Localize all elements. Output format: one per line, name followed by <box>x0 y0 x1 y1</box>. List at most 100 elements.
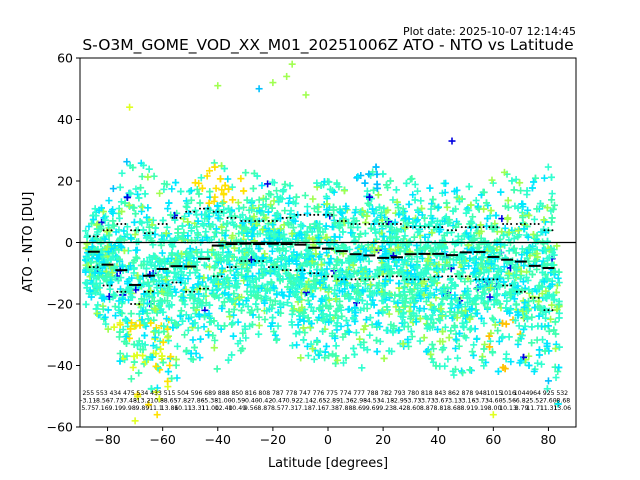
scatter-point <box>281 207 289 215</box>
scatter-point <box>507 358 515 366</box>
scatter-point <box>409 191 417 199</box>
scatter-point <box>255 321 263 329</box>
scatter-point <box>286 194 294 202</box>
scatter-point <box>205 310 213 318</box>
scatter-point <box>240 203 248 211</box>
scatter-point <box>325 352 333 360</box>
scatter-point <box>217 325 225 333</box>
scatter-point <box>333 180 341 188</box>
scatter-point <box>285 199 293 207</box>
scatter-point <box>234 199 242 207</box>
scatter-point <box>129 363 137 371</box>
scatter-point <box>307 340 315 348</box>
scatter-point <box>323 249 331 257</box>
scatter-point <box>554 274 562 282</box>
chart-title: S-O3M_GOME_VOD_XX_M01_20251006Z ATO - NT… <box>82 36 573 55</box>
scatter-point <box>115 297 123 305</box>
scatter-point <box>138 207 146 215</box>
scatter-point <box>491 321 499 329</box>
scatter-point <box>94 301 102 309</box>
scatter-point <box>242 334 250 342</box>
scatter-point <box>301 191 309 199</box>
scatter-point <box>517 187 525 195</box>
scatter-point <box>323 265 331 273</box>
scatter-point <box>472 196 480 204</box>
scatter-point <box>551 201 559 209</box>
scatter-point <box>111 303 119 311</box>
scatter-point <box>469 213 477 221</box>
scatter-point <box>408 333 416 341</box>
scatter-point <box>133 246 141 254</box>
scatter-point <box>461 278 469 286</box>
scatter-point <box>525 352 533 360</box>
scatter-point <box>343 206 351 214</box>
scatter-point <box>547 315 555 323</box>
scatter-point <box>334 256 342 264</box>
scatter-point <box>143 299 151 307</box>
scatter-point <box>156 189 164 197</box>
scatter-point <box>117 198 125 206</box>
scatter-point <box>454 354 462 362</box>
scatter-point <box>544 163 552 171</box>
scatter-point <box>163 223 171 231</box>
scatter-point <box>132 286 140 294</box>
scatter-point <box>271 331 279 339</box>
scatter-point <box>391 218 399 226</box>
scatter-point <box>168 185 176 193</box>
scatter-point <box>228 183 236 191</box>
scatter-point <box>111 312 119 320</box>
scatter-points <box>82 60 563 425</box>
scatter-point <box>163 315 171 323</box>
scatter-point <box>366 331 374 339</box>
scatter-point <box>486 293 494 301</box>
scatter-point <box>258 181 266 189</box>
scatter-point <box>480 362 488 370</box>
scatter-point <box>224 175 232 183</box>
scatter-point <box>309 195 317 203</box>
scatter-point <box>330 240 338 248</box>
scatter-point <box>200 323 208 331</box>
scatter-point <box>515 322 523 330</box>
scatter-point <box>460 265 468 273</box>
scatter-point <box>116 350 124 358</box>
scatter-point <box>268 247 276 255</box>
scatter-point <box>538 360 546 368</box>
scatter-point <box>181 300 189 308</box>
scatter-point <box>495 337 503 345</box>
scatter-point <box>390 297 398 305</box>
scatter-point <box>132 185 140 193</box>
scatter-point <box>102 320 110 328</box>
scatter-point <box>539 336 547 344</box>
scatter-point <box>530 367 538 375</box>
scatter-point <box>120 227 128 235</box>
scatter-point <box>542 287 550 295</box>
scatter-point <box>304 352 312 360</box>
scatter-point <box>322 192 330 200</box>
scatter-point <box>340 359 348 367</box>
scatter-point <box>123 352 131 360</box>
scatter-point <box>430 345 438 353</box>
scatter-point <box>450 371 458 379</box>
scatter-point <box>215 294 223 302</box>
scatter-point <box>303 203 311 211</box>
scatter-point <box>218 186 226 194</box>
scatter-point <box>452 344 460 352</box>
plot-date: Plot date: 2025-10-07 12:14:45 <box>403 25 576 38</box>
scatter-point <box>287 207 295 215</box>
scatter-point <box>412 217 420 225</box>
scatter-point <box>416 337 424 345</box>
scatter-point <box>255 196 263 204</box>
scatter-point <box>512 263 520 271</box>
scatter-point <box>444 355 452 363</box>
scatter-point <box>182 311 190 319</box>
scatter-point <box>414 216 422 224</box>
scatter-point <box>393 262 401 270</box>
scatter-point <box>261 316 269 324</box>
scatter-point <box>501 224 509 232</box>
scatter-point <box>404 257 412 265</box>
scatter-point <box>555 279 563 287</box>
scatter-point <box>184 326 192 334</box>
scatter-point <box>406 307 414 315</box>
scatter-point <box>134 190 142 198</box>
